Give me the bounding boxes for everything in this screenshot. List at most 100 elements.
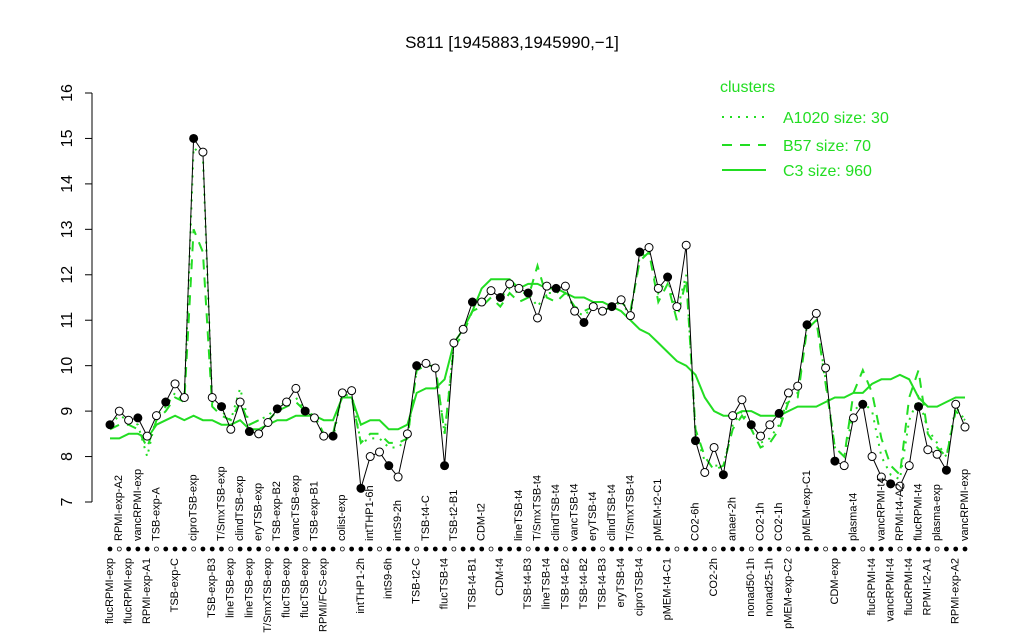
sample-dot bbox=[525, 546, 531, 552]
x-tick-label: flucTSB-exp bbox=[280, 558, 292, 618]
data-point bbox=[839, 461, 849, 471]
data-point bbox=[932, 449, 942, 459]
y-tick-label: 15 bbox=[59, 129, 76, 147]
sample-dot bbox=[154, 546, 159, 552]
data-point bbox=[440, 461, 450, 471]
data-point bbox=[449, 338, 459, 348]
sample-dot bbox=[330, 546, 336, 552]
data-point bbox=[189, 133, 199, 143]
data-point bbox=[514, 283, 524, 293]
sample-dot bbox=[851, 546, 856, 552]
data-point bbox=[858, 399, 868, 409]
cluster-line bbox=[109, 145, 966, 481]
x-tick-label: vancRPMI-exp bbox=[132, 469, 144, 541]
x-tick-label: RPMI-exp-A1 bbox=[141, 558, 153, 624]
data-point bbox=[523, 288, 533, 298]
sample-dot bbox=[321, 546, 327, 552]
data-point bbox=[458, 324, 468, 334]
sample-dot bbox=[786, 546, 791, 552]
x-tick-label: TSB-exp-A bbox=[150, 487, 162, 541]
data-point bbox=[421, 358, 431, 368]
data-point bbox=[542, 281, 552, 291]
data-point bbox=[486, 286, 496, 296]
x-tick-label: CO2-6h bbox=[689, 502, 701, 541]
x-tick-label: intS9-2h bbox=[392, 500, 404, 541]
data-point bbox=[142, 431, 152, 441]
sample-dot bbox=[107, 546, 113, 552]
sample-dot bbox=[767, 546, 773, 552]
data-point bbox=[170, 379, 180, 389]
sample-dot bbox=[758, 546, 763, 552]
data-point bbox=[300, 406, 310, 416]
x-tick-label: intS9-6h bbox=[383, 558, 395, 599]
x-tick-label: TSB-exp-C bbox=[169, 558, 181, 612]
legend-label: C3 size: 960 bbox=[783, 163, 872, 180]
x-tick-label: vancRPMI-t4 bbox=[875, 477, 887, 541]
data-point bbox=[551, 283, 561, 293]
sample-dot bbox=[869, 546, 875, 552]
data-point bbox=[607, 302, 617, 312]
x-tick-label: anaer-2h bbox=[727, 497, 739, 541]
sample-dot bbox=[237, 546, 243, 552]
sample-dot bbox=[637, 546, 643, 552]
x-tick-label: vancRPMI-exp bbox=[959, 469, 971, 541]
x-tick-label: eryTSB-exp bbox=[253, 483, 265, 541]
data-point bbox=[774, 408, 784, 418]
data-point bbox=[477, 297, 487, 307]
data-point bbox=[700, 467, 710, 477]
x-tick-label: RPMI-t2-A1 bbox=[922, 558, 934, 615]
sample-dot bbox=[572, 546, 578, 552]
x-tick-label: T/SmxTSB-exp bbox=[215, 466, 227, 541]
sample-dot bbox=[163, 546, 169, 552]
x-tick-label: clindTSB-t4 bbox=[606, 484, 618, 541]
sample-dot bbox=[302, 546, 308, 552]
y-tick-label: 13 bbox=[59, 220, 76, 238]
sample-dot bbox=[442, 546, 447, 552]
sample-dot bbox=[693, 546, 698, 552]
sample-dot bbox=[497, 546, 503, 552]
x-tick-label: TSB-t2-B1 bbox=[448, 490, 460, 541]
data-point bbox=[533, 313, 542, 323]
data-point bbox=[393, 472, 403, 482]
sample-dot bbox=[581, 546, 587, 552]
data-point bbox=[728, 411, 738, 421]
sample-dot bbox=[906, 546, 912, 552]
data-point bbox=[718, 470, 728, 480]
data-point bbox=[263, 417, 273, 427]
y-tick-label: 10 bbox=[59, 357, 76, 375]
data-point bbox=[588, 302, 598, 312]
sample-dot bbox=[377, 546, 382, 552]
x-tick-label: CO2-1h bbox=[773, 502, 785, 541]
sample-dot bbox=[312, 546, 317, 552]
data-point bbox=[616, 295, 626, 305]
sample-dot bbox=[395, 546, 401, 552]
data-point bbox=[291, 383, 301, 393]
sample-dot bbox=[897, 546, 903, 552]
x-tick-label: TSB-t4-C bbox=[420, 495, 432, 541]
x-tick-label: pMEM-t2-C1 bbox=[652, 479, 664, 541]
x-tick-label: flucRPMI-exp bbox=[122, 558, 134, 624]
data-point bbox=[848, 413, 858, 423]
x-tick-label: flucTSB-t4 bbox=[438, 558, 450, 609]
y-tick-label: 8 bbox=[59, 452, 76, 461]
data-point bbox=[598, 306, 608, 316]
data-point bbox=[830, 456, 840, 466]
cluster-line bbox=[109, 228, 966, 477]
sample-dot bbox=[925, 546, 931, 552]
data-point bbox=[217, 402, 227, 412]
data-point bbox=[226, 424, 236, 434]
x-tick-label: vancTSB-t4 bbox=[569, 484, 581, 541]
sample-dot bbox=[962, 546, 968, 552]
data-point bbox=[644, 243, 654, 253]
x-tick-label: flucRPMI-t4 bbox=[903, 558, 915, 615]
data-point bbox=[802, 320, 812, 330]
sample-dot bbox=[479, 546, 485, 552]
sample-dot bbox=[776, 546, 782, 552]
x-tick-label: CO2-2h bbox=[708, 558, 720, 597]
data-point bbox=[560, 281, 570, 291]
x-tick-label: plasma-exp bbox=[931, 484, 943, 541]
x-tick-label: intTHP1-2h bbox=[355, 558, 367, 614]
sample-dot bbox=[135, 546, 141, 552]
y-tick-label: 7 bbox=[59, 497, 76, 506]
x-tick-label: CDM-t2 bbox=[476, 503, 488, 541]
